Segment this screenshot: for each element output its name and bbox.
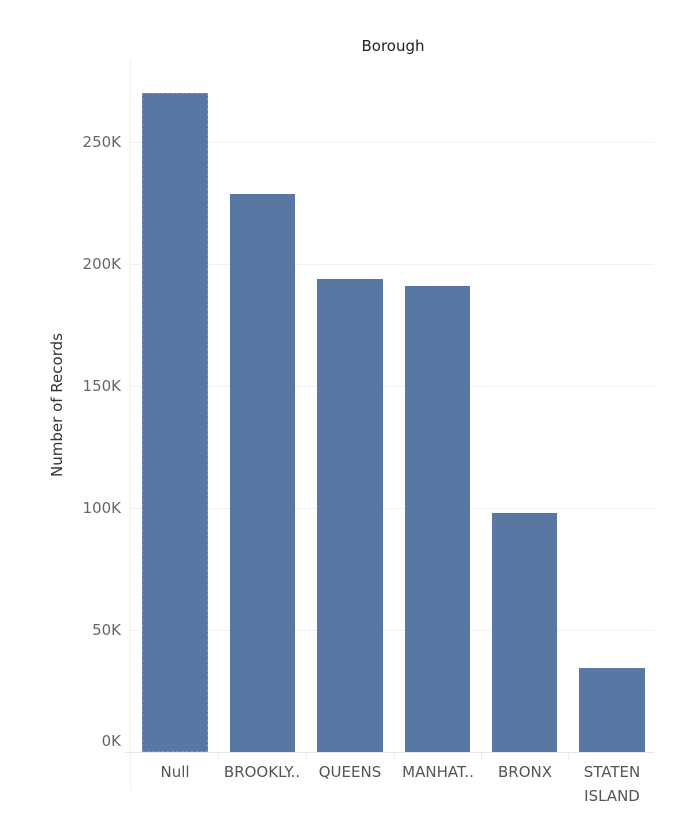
bar-brooklyn[interactable] <box>230 194 295 752</box>
gridline-100k <box>130 508 654 509</box>
x-label-staten-island: STATEN ISLAND <box>568 762 656 806</box>
y-axis-line <box>130 60 131 790</box>
x-label-staten-line1: STATEN <box>583 763 641 781</box>
x-label-brooklyn: BROOKLY.. <box>223 763 301 781</box>
bar-bronx[interactable] <box>492 513 557 752</box>
gridline-50k <box>130 630 654 631</box>
y-axis-label: Number of Records <box>48 333 66 477</box>
y-tick-100k: 100K <box>82 499 121 517</box>
x-label-manhattan: MANHAT.. <box>402 763 474 781</box>
chart-title: Borough <box>361 37 425 55</box>
x-separator <box>306 752 307 760</box>
bar-queens[interactable] <box>317 279 383 752</box>
x-separator <box>218 752 219 760</box>
bar-staten-island[interactable] <box>579 668 645 752</box>
bar-manhattan[interactable] <box>405 286 470 752</box>
y-tick-200k: 200K <box>82 255 121 273</box>
x-separator <box>481 752 482 760</box>
x-separator <box>394 752 395 760</box>
y-tick-50k: 50K <box>92 621 121 639</box>
bar-null[interactable] <box>142 93 208 752</box>
x-separator <box>568 752 569 760</box>
x-label-null: Null <box>160 763 190 781</box>
y-tick-250k: 250K <box>82 133 121 151</box>
gridline-200k <box>130 264 654 265</box>
y-tick-150k: 150K <box>82 377 121 395</box>
gridline-250k <box>130 142 654 143</box>
x-label-bronx: BRONX <box>497 763 553 781</box>
x-axis-baseline <box>124 752 654 753</box>
gridline-150k <box>130 386 654 387</box>
y-tick-0k: 0K <box>101 732 121 750</box>
x-label-staten-line2: ISLAND <box>584 787 640 805</box>
x-label-queens: QUEENS <box>318 763 382 781</box>
